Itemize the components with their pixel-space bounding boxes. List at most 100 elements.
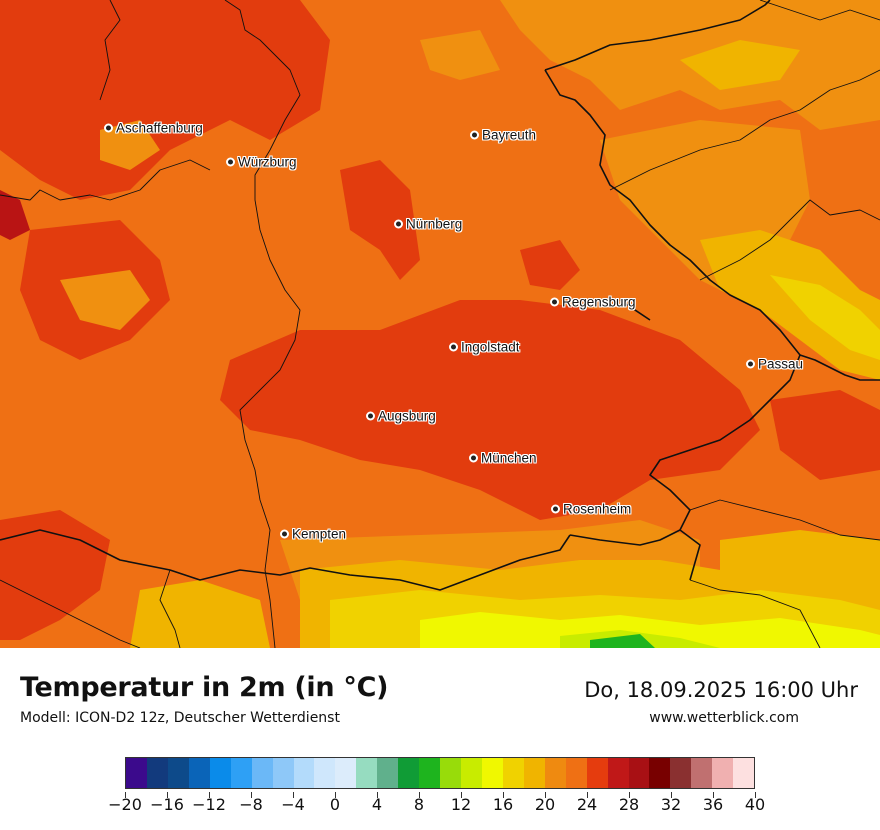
legend-swatch <box>733 758 755 788</box>
country-borders <box>0 0 880 591</box>
city-muenchen: München <box>469 451 537 466</box>
legend-swatch <box>481 758 503 788</box>
city-marker <box>551 504 560 514</box>
website-credit: www.wetterblick.com <box>649 710 799 726</box>
map-title: Temperatur in 2m (in °C) <box>20 672 389 703</box>
temperature-map: Aschaffenburg Würzburg Bayreuth Nürnberg… <box>0 0 880 648</box>
city-wuerzburg: Würzburg <box>226 155 297 170</box>
city-marker <box>280 529 289 539</box>
legend-tick-mark <box>334 792 336 798</box>
legend-tick-mark <box>628 792 630 798</box>
legend-tick-mark <box>124 792 126 798</box>
city-bayreuth: Bayreuth <box>470 128 536 143</box>
legend-tick-mark <box>250 792 252 798</box>
legend-tick-mark <box>712 792 714 798</box>
legend-swatch <box>565 758 587 788</box>
legend-tick-label: −8 <box>239 795 263 814</box>
legend-swatch <box>356 758 378 788</box>
city-marker <box>550 297 559 307</box>
city-label: Kempten <box>292 526 347 542</box>
city-label: Rosenheim <box>563 501 632 517</box>
legend-tick-label: 20 <box>534 795 556 814</box>
city-passau: Passau <box>746 357 803 372</box>
legend-tick-mark <box>460 792 462 798</box>
legend-swatch <box>586 758 608 788</box>
city-marker <box>470 130 479 140</box>
city-augsburg: Augsburg <box>366 409 436 424</box>
legend-swatch <box>712 758 734 788</box>
color-legend <box>125 757 755 789</box>
legend-tick-mark <box>544 792 546 798</box>
city-aschaffenburg: Aschaffenburg <box>104 121 203 136</box>
legend-swatch <box>251 758 273 788</box>
legend-swatch <box>188 758 210 788</box>
legend-tick-mark <box>670 792 672 798</box>
model-info: Modell: ICON-D2 12z, Deutscher Wetterdie… <box>20 710 340 726</box>
legend-swatch <box>461 758 482 788</box>
city-marker <box>226 157 235 167</box>
city-label: Bayreuth <box>482 127 537 143</box>
legend-swatch <box>126 758 147 788</box>
legend-tick-label: −16 <box>150 795 184 814</box>
city-ingolstadt: Ingolstadt <box>449 340 520 355</box>
city-label: München <box>481 450 537 466</box>
city-label: Würzburg <box>238 154 297 170</box>
legend-swatch <box>440 758 461 788</box>
legend-swatch <box>230 758 252 788</box>
state-borders <box>0 0 880 648</box>
legend-tick-mark <box>502 792 504 798</box>
legend-tick-label: 16 <box>492 795 514 814</box>
city-label: Ingolstadt <box>461 339 520 355</box>
legend-swatch <box>691 758 713 788</box>
temperature-field <box>0 0 880 648</box>
legend-swatch <box>167 758 189 788</box>
legend-swatch <box>398 758 420 788</box>
city-regensburg: Regensburg <box>550 295 636 310</box>
city-marker <box>449 342 458 352</box>
legend-tick-label: −20 <box>108 795 142 814</box>
forecast-datetime: Do, 18.09.2025 16:00 Uhr <box>584 678 858 702</box>
summit-zones <box>590 634 655 648</box>
high-alpine-zones <box>420 612 880 648</box>
legend-tick-label: 0 <box>329 795 341 814</box>
city-nuernberg: Nürnberg <box>394 217 462 232</box>
warm-zones <box>0 0 880 640</box>
legend-swatch <box>502 758 524 788</box>
city-marker <box>469 453 478 463</box>
city-label: Augsburg <box>378 408 436 424</box>
legend-tick-mark <box>418 792 420 798</box>
city-marker <box>366 411 375 421</box>
city-marker <box>104 123 113 133</box>
legend-swatch <box>419 758 441 788</box>
legend-swatch <box>607 758 629 788</box>
legend-tick-label: 40 <box>744 795 766 814</box>
legend-swatch <box>544 758 566 788</box>
city-rosenheim: Rosenheim <box>551 502 631 517</box>
legend-tick-label: 12 <box>450 795 472 814</box>
city-label: Passau <box>758 356 804 372</box>
legend-tick-label: 24 <box>576 795 598 814</box>
legend-swatch <box>209 758 231 788</box>
legend-swatch <box>272 758 294 788</box>
legend-tick-mark <box>208 792 210 798</box>
legend-tick-label: −12 <box>192 795 226 814</box>
legend-tick-mark <box>166 792 168 798</box>
legend-tick-label: 36 <box>702 795 724 814</box>
legend-swatch <box>649 758 671 788</box>
legend-swatch <box>314 758 336 788</box>
legend-swatch <box>628 758 650 788</box>
city-marker <box>394 219 403 229</box>
legend-tick-mark <box>586 792 588 798</box>
legend-swatch <box>670 758 692 788</box>
legend-ticks: −20 −16 −12 −8 −4 0 4 8 12 16 20 24 28 32 36 40 <box>0 792 880 822</box>
city-kempten: Kempten <box>280 527 346 542</box>
legend-swatch <box>293 758 315 788</box>
city-marker <box>746 359 755 369</box>
legend-swatch <box>377 758 399 788</box>
legend-tick-label: 8 <box>413 795 425 814</box>
legend-tick-mark <box>376 792 378 798</box>
legend-tick-label: −4 <box>281 795 305 814</box>
legend-tick-mark <box>292 792 294 798</box>
city-label: Aschaffenburg <box>116 120 203 136</box>
city-label: Regensburg <box>562 294 636 310</box>
